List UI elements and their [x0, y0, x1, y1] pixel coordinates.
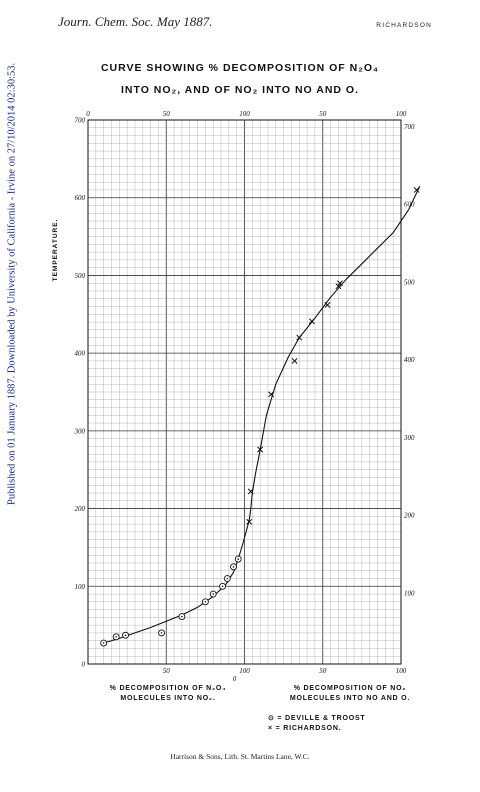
- data-point-deville: [234, 555, 242, 563]
- data-point-deville: [223, 575, 231, 582]
- data-point-deville: [158, 629, 166, 637]
- data-point-richardson: [335, 283, 342, 290]
- x-tick-label-top: 50: [163, 110, 171, 118]
- data-point-richardson: [324, 302, 331, 308]
- x-axis-label-left-line2: MOLECULES INTO NO₂.: [120, 695, 216, 702]
- y-tick-label-right: 700: [404, 123, 415, 131]
- data-point-richardson: [413, 186, 420, 193]
- data-point-richardson: [257, 446, 264, 453]
- x-axis-label-left: % DECOMPOSITION OF N₂O₄ MOLECULES INTO N…: [78, 684, 258, 704]
- data-point-richardson: [246, 518, 253, 525]
- legend-entry-richardson: × = RICHARDSON.: [268, 725, 342, 732]
- y-tick-label: 100: [75, 583, 86, 591]
- legend-entry-deville: ⊙ = DEVILLE & TROOST: [268, 715, 366, 722]
- data-point-deville: [219, 582, 227, 590]
- x-tick-label-bottom: 50: [319, 667, 327, 675]
- y-tick-label-right: 600: [404, 201, 415, 209]
- y-tick-label-right: 300: [403, 434, 415, 442]
- x-tick-label-bottom: 100: [239, 667, 250, 675]
- data-point-deville: [230, 563, 237, 571]
- y-tick-label-right: 100: [404, 589, 415, 597]
- data-point-deville: [178, 613, 186, 621]
- chart-subtitle: INTO NO₂, AND OF NO₂ INTO NO AND O.: [120, 84, 359, 96]
- data-point-deville: [122, 631, 130, 639]
- data-point-richardson: [296, 334, 303, 341]
- y-tick-label-right: 200: [404, 512, 415, 520]
- x-tick-label-bottom: 100: [396, 667, 407, 675]
- lithographer-credit: Harrison & Sons, Lith. St. Martins Lane,…: [170, 752, 310, 761]
- x-axis-label-left-line1: % DECOMPOSITION OF N₂O₄: [109, 685, 227, 692]
- data-point-richardson: [337, 280, 343, 287]
- x-tick-label-bottom: 0: [233, 675, 237, 683]
- data-point-richardson: [291, 357, 298, 364]
- plot-frame: [87, 119, 402, 665]
- data-point-deville: [100, 639, 108, 647]
- legend: ⊙ = DEVILLE & TROOST × = RICHARDSON.: [268, 714, 366, 734]
- data-point-richardson: [247, 488, 254, 495]
- decomposition-curve: [103, 185, 421, 644]
- x-tick-label-bottom: 50: [163, 667, 171, 675]
- y-tick-label: 500: [75, 272, 86, 280]
- y-tick-label: 600: [75, 194, 86, 202]
- author-name: RICHARDSON: [376, 22, 432, 29]
- y-tick-label: 700: [75, 117, 86, 125]
- y-tick-label: 400: [75, 350, 86, 358]
- data-point-richardson: [268, 391, 275, 398]
- y-tick-label: 200: [75, 505, 86, 513]
- data-point-richardson: [308, 318, 315, 325]
- x-tick-label-top: 100: [396, 110, 407, 118]
- y-tick-label-right: 400: [404, 356, 415, 364]
- x-axis-label-right-line1: % DECOMPOSITION OF NO₂: [293, 685, 407, 692]
- y-tick-label-right: 500: [404, 278, 415, 286]
- x-tick-label-top: 100: [239, 110, 250, 118]
- x-tick-label-top: 0: [86, 110, 90, 118]
- data-point-deville: [209, 590, 217, 598]
- chart-title: CURVE SHOWING % DECOMPOSITION OF N₂O₄: [100, 62, 380, 74]
- x-axis-label-right-line2: MOLECULES INTO NO AND O.: [289, 695, 411, 702]
- journal-reference: Journ. Chem. Soc. May 1887.: [58, 14, 213, 29]
- data-point-deville: [112, 633, 120, 641]
- y-tick-label: 300: [74, 427, 86, 435]
- data-point-deville: [201, 598, 209, 606]
- x-axis-label-right: % DECOMPOSITION OF NO₂ MOLECULES INTO NO…: [240, 684, 460, 704]
- x-tick-label-top: 50: [319, 110, 327, 118]
- y-tick-label: 0: [82, 661, 86, 669]
